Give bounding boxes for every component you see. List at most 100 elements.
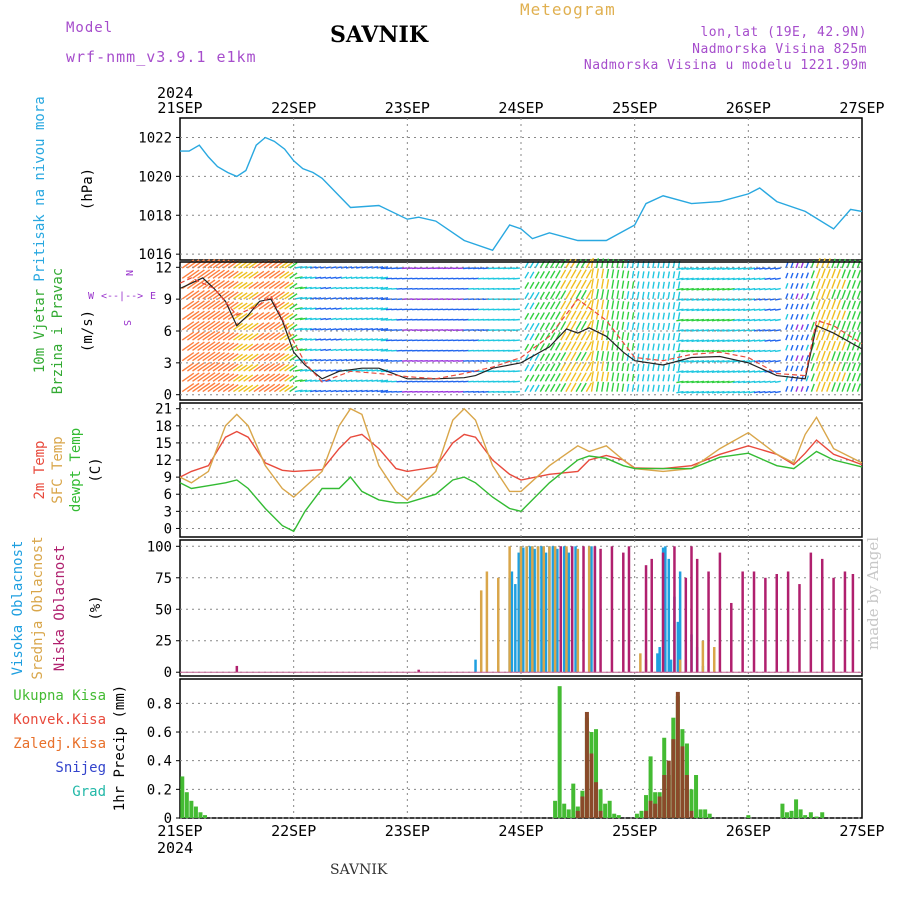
wind-barb [748, 370, 756, 373]
wind-barb [361, 379, 368, 382]
wind-barb [186, 300, 200, 310]
bar-srednja-oblacnost [587, 546, 591, 673]
wind-barb [856, 259, 862, 269]
wind-barb [468, 318, 474, 321]
wind-barb [181, 269, 195, 279]
ytick-label-precipitation: 0.8 [147, 696, 172, 712]
wind-barb [376, 389, 384, 393]
wind-barb [696, 339, 705, 343]
wind-barb [691, 329, 700, 332]
wind-barb [350, 286, 358, 290]
wind-barb [831, 351, 836, 361]
wind-barb [641, 374, 645, 382]
wind-barb [826, 278, 831, 289]
wind-barb [667, 281, 671, 289]
bar-srednja-oblacnost [479, 590, 483, 673]
wind-barb [616, 290, 620, 300]
wind-barb [565, 330, 572, 341]
wind-barb [851, 362, 857, 372]
wind-barb [192, 351, 205, 362]
wind-barb [197, 372, 211, 382]
bar-ukupna-kisa [189, 800, 194, 818]
xtick-bottom-26sep: 26SEP [726, 822, 771, 840]
wind-barb [248, 332, 259, 341]
wind-barb [335, 379, 342, 382]
wind-barb [243, 343, 254, 351]
bar-visoka-oblacnost [590, 546, 593, 673]
wind-barb [212, 300, 225, 310]
wind-barb [716, 277, 725, 281]
wind-barb [580, 300, 587, 310]
bar-srednja-oblacnost [531, 546, 534, 673]
wind-barb [315, 358, 322, 362]
wind-barb [202, 310, 216, 321]
wind-barb [560, 279, 567, 289]
wind-barb [711, 329, 720, 332]
bar-ukupna-kisa [703, 809, 708, 818]
wind-barb [227, 342, 239, 351]
wind-barb [385, 287, 393, 290]
wind-barb [727, 339, 735, 343]
wind-barb [585, 258, 593, 269]
wind-barb [846, 259, 851, 269]
wind-barb [652, 322, 655, 330]
wind-barb [197, 382, 211, 393]
wind-barb [356, 338, 363, 341]
wind-barb [575, 290, 582, 300]
wind-barb [371, 358, 379, 362]
wind-barb [831, 330, 836, 341]
wind-barb [217, 300, 230, 310]
wind-barb [243, 291, 254, 300]
ytick-label-clouds: 25 [155, 634, 172, 650]
wind-barb [294, 327, 303, 331]
wind-barb [686, 318, 694, 322]
wind-barb [711, 318, 720, 322]
wind-barb [672, 302, 676, 310]
wind-barb [681, 380, 689, 384]
wind-barb [672, 343, 676, 351]
wind-barb [544, 363, 551, 372]
wind-barb [681, 390, 689, 394]
wind-barb [186, 372, 200, 382]
wind-barb [549, 352, 556, 362]
wind-barb [304, 379, 312, 382]
bar-visoka-oblacnost [664, 546, 667, 673]
wind-barb [366, 307, 373, 310]
wind-barb [350, 358, 358, 362]
wind-barb [227, 281, 239, 290]
wind-barb [716, 267, 725, 270]
wind-barb [560, 331, 567, 341]
bar-niska-oblacnost [695, 558, 699, 673]
wind-barb [711, 287, 720, 291]
wind-barb [304, 389, 312, 393]
wind-barb [841, 289, 846, 300]
bar-srednja-oblacnost [508, 546, 511, 673]
wind-barb [181, 341, 195, 351]
wind-barb [376, 348, 384, 352]
wind-barb [186, 331, 200, 341]
wind-barb [376, 327, 384, 331]
wind-barb [192, 320, 205, 331]
wind-barb [826, 371, 831, 382]
wind-barb [727, 390, 735, 394]
wind-barb [769, 339, 776, 342]
wind-barb [616, 321, 620, 330]
wind-barb [590, 329, 594, 341]
wind-barb [284, 364, 294, 372]
wind-barb [570, 258, 577, 269]
wind-barb [233, 302, 243, 310]
wind-barb [631, 322, 635, 330]
wind-barb [181, 290, 195, 300]
wind-barb [716, 339, 725, 343]
wind-barb [202, 382, 216, 393]
wind-barb [310, 297, 317, 300]
wind-barb [202, 289, 216, 300]
wind-barb [748, 339, 756, 342]
wind-barb [657, 302, 660, 310]
wind-barb [841, 382, 846, 392]
wind-barb [722, 318, 730, 322]
wind-barb [192, 300, 205, 310]
wind-barb [512, 287, 520, 290]
wind-barb [737, 277, 746, 281]
wind-barb [737, 349, 746, 353]
